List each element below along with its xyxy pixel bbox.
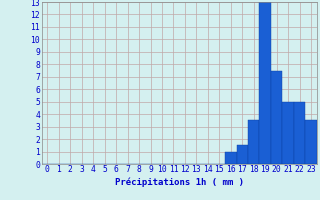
Bar: [236, 145, 248, 164]
Bar: [260, 2, 271, 164]
Bar: [282, 102, 294, 164]
Bar: [294, 102, 305, 164]
Bar: [305, 120, 317, 164]
Bar: [225, 152, 236, 164]
Bar: [248, 120, 260, 164]
X-axis label: Précipitations 1h ( mm ): Précipitations 1h ( mm ): [115, 177, 244, 187]
Bar: [271, 71, 282, 164]
